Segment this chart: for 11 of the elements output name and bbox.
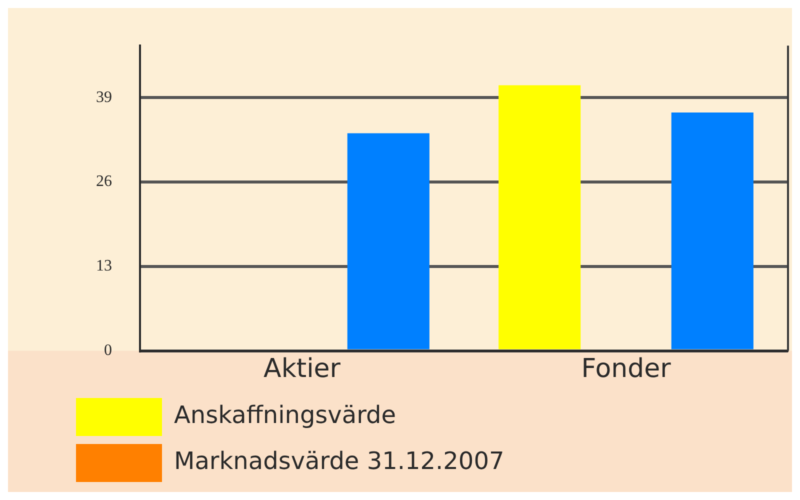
- bar: [671, 112, 754, 350]
- x-tick-label: Fonder: [581, 354, 672, 384]
- y-tick-label: 26: [96, 173, 112, 190]
- x-tick-label: Aktier: [264, 354, 341, 384]
- y-tick-label: 13: [96, 258, 112, 275]
- y-tick-label: 0: [104, 342, 112, 360]
- bar: [498, 85, 581, 350]
- legend-label: Anskaffningsvärde: [174, 401, 396, 430]
- legend-label: Marknadsvärde 31.12.2007: [174, 447, 504, 476]
- y-tick-label: 39: [96, 88, 112, 106]
- bar: [347, 133, 430, 350]
